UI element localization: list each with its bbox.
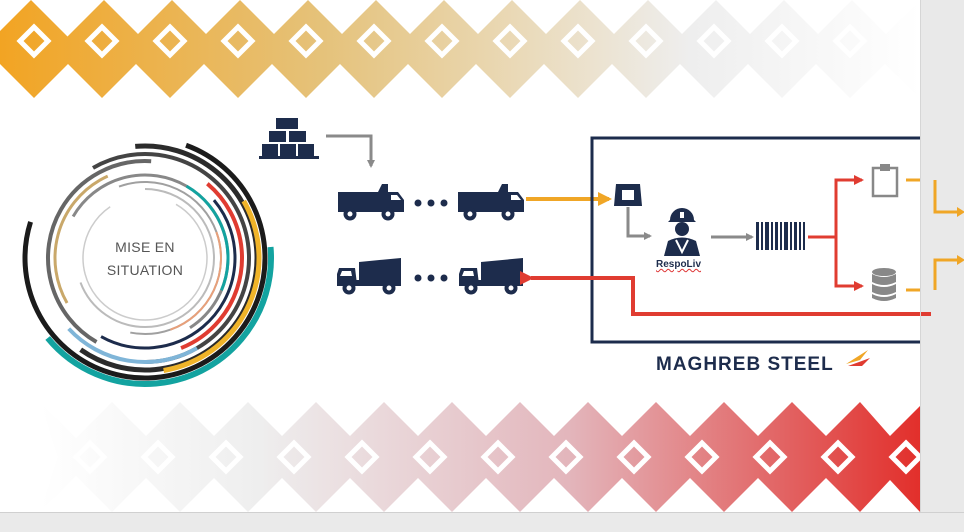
branch-to-clipboard-arrow: [834, 175, 864, 237]
ellipsis-dots-top: [414, 199, 448, 207]
incoming-truck-1: [338, 184, 404, 221]
ring-label-line2: SITUATION: [106, 262, 184, 278]
gutter-arrows: [921, 180, 964, 316]
ring-label: MISE EN SITUATION: [95, 236, 195, 282]
branch-to-database-arrow: [834, 237, 864, 291]
gold-to-truck-arrow: [326, 134, 375, 168]
weighbridge-to-worker-arrow: [626, 207, 652, 240]
barcode-icon: [756, 222, 805, 250]
diagram-svg: [0, 0, 920, 512]
outgoing-truck-1: [337, 258, 401, 295]
slide-canvas: MISE EN SITUATION RespoLiv MAGHREB STEEL: [0, 0, 920, 512]
brand-name: MAGHREB STEEL: [656, 354, 834, 375]
clipboard-icon: [871, 164, 899, 198]
actor-label: RespoLiv: [656, 259, 702, 270]
ring-label-line1: MISE EN: [115, 239, 175, 255]
top-diamond-band: [0, 0, 920, 98]
incoming-truck-2: [458, 184, 524, 221]
brand-logo-mark: [846, 350, 870, 366]
weighbridge-icon: [614, 184, 642, 206]
status-bar: [0, 512, 964, 532]
ellipsis-dots-bottom: [414, 274, 448, 282]
outgoing-truck-2: [459, 258, 523, 295]
plant-frame: [590, 136, 920, 344]
return-to-trucks-arrow: [520, 271, 920, 316]
situation-ring: [16, 129, 274, 387]
gold-bars-icon: [259, 118, 319, 159]
database-icon: [872, 268, 896, 301]
worker-icon: [664, 208, 700, 256]
bottom-diamond-band: [40, 402, 920, 512]
right-gutter: [920, 0, 964, 512]
